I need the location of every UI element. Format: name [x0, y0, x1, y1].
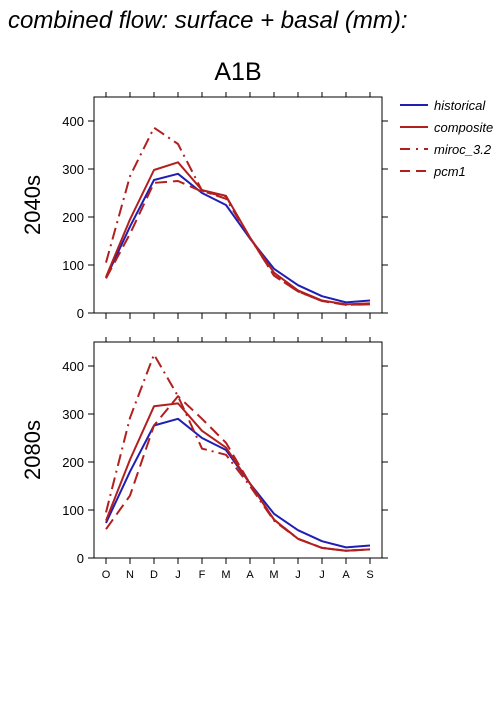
- y-axis-label: 2080s: [20, 420, 45, 480]
- y-tick-label: 300: [62, 162, 84, 177]
- x-tick-label: J: [175, 569, 181, 581]
- series-line-composite: [105, 402, 371, 552]
- series-line-historical: [105, 172, 371, 304]
- x-tick-label: N: [126, 569, 134, 581]
- y-tick-label: 400: [62, 359, 84, 374]
- x-tick-label: O: [102, 569, 111, 581]
- y-tick-label: 100: [62, 503, 84, 518]
- y-tick-label: 400: [62, 114, 84, 129]
- x-tick-label: S: [366, 569, 373, 581]
- y-tick-label: 200: [62, 210, 84, 225]
- y-tick-label: 0: [77, 306, 84, 321]
- legend-label: composite: [434, 120, 493, 135]
- x-tick-label: F: [199, 569, 206, 581]
- series-line-pcm1: [105, 180, 371, 306]
- x-tick-label: A: [342, 569, 350, 581]
- series-line-miroc-3-2: [105, 353, 371, 552]
- series-line-composite: [105, 161, 371, 306]
- legend-label: historical: [434, 98, 486, 113]
- y-tick-label: 300: [62, 407, 84, 422]
- x-tick-label: M: [221, 569, 230, 581]
- y-axis-label: 2040s: [20, 175, 45, 235]
- panel-2080s: 0 100 200 300 400 O N D J F M A M J J A S 2080s: [20, 337, 388, 581]
- plot-frame: [93, 96, 383, 314]
- x-tick-label: A: [246, 569, 254, 581]
- page-title: combined flow: surface + basal (mm):: [8, 7, 407, 34]
- legend-label: pcm1: [433, 164, 466, 179]
- x-tick-label: J: [295, 569, 301, 581]
- y-tick-label: 0: [77, 551, 84, 566]
- x-tick-label: J: [319, 569, 325, 581]
- panel-2040s: 0 100 200 300 400 2040s: [20, 92, 388, 321]
- x-tick-label: M: [269, 569, 278, 581]
- y-tick-label: 200: [62, 455, 84, 470]
- y-tick-label: 100: [62, 258, 84, 273]
- series-line-pcm1: [105, 395, 371, 552]
- legend-label: miroc_3.2: [434, 142, 492, 157]
- x-tick-label: D: [150, 569, 158, 581]
- legend: historical composite miroc_3.2 pcm1: [400, 98, 493, 179]
- series-line-historical: [105, 417, 371, 549]
- scenario-title: A1B: [214, 58, 261, 86]
- plot-frame: [93, 341, 383, 559]
